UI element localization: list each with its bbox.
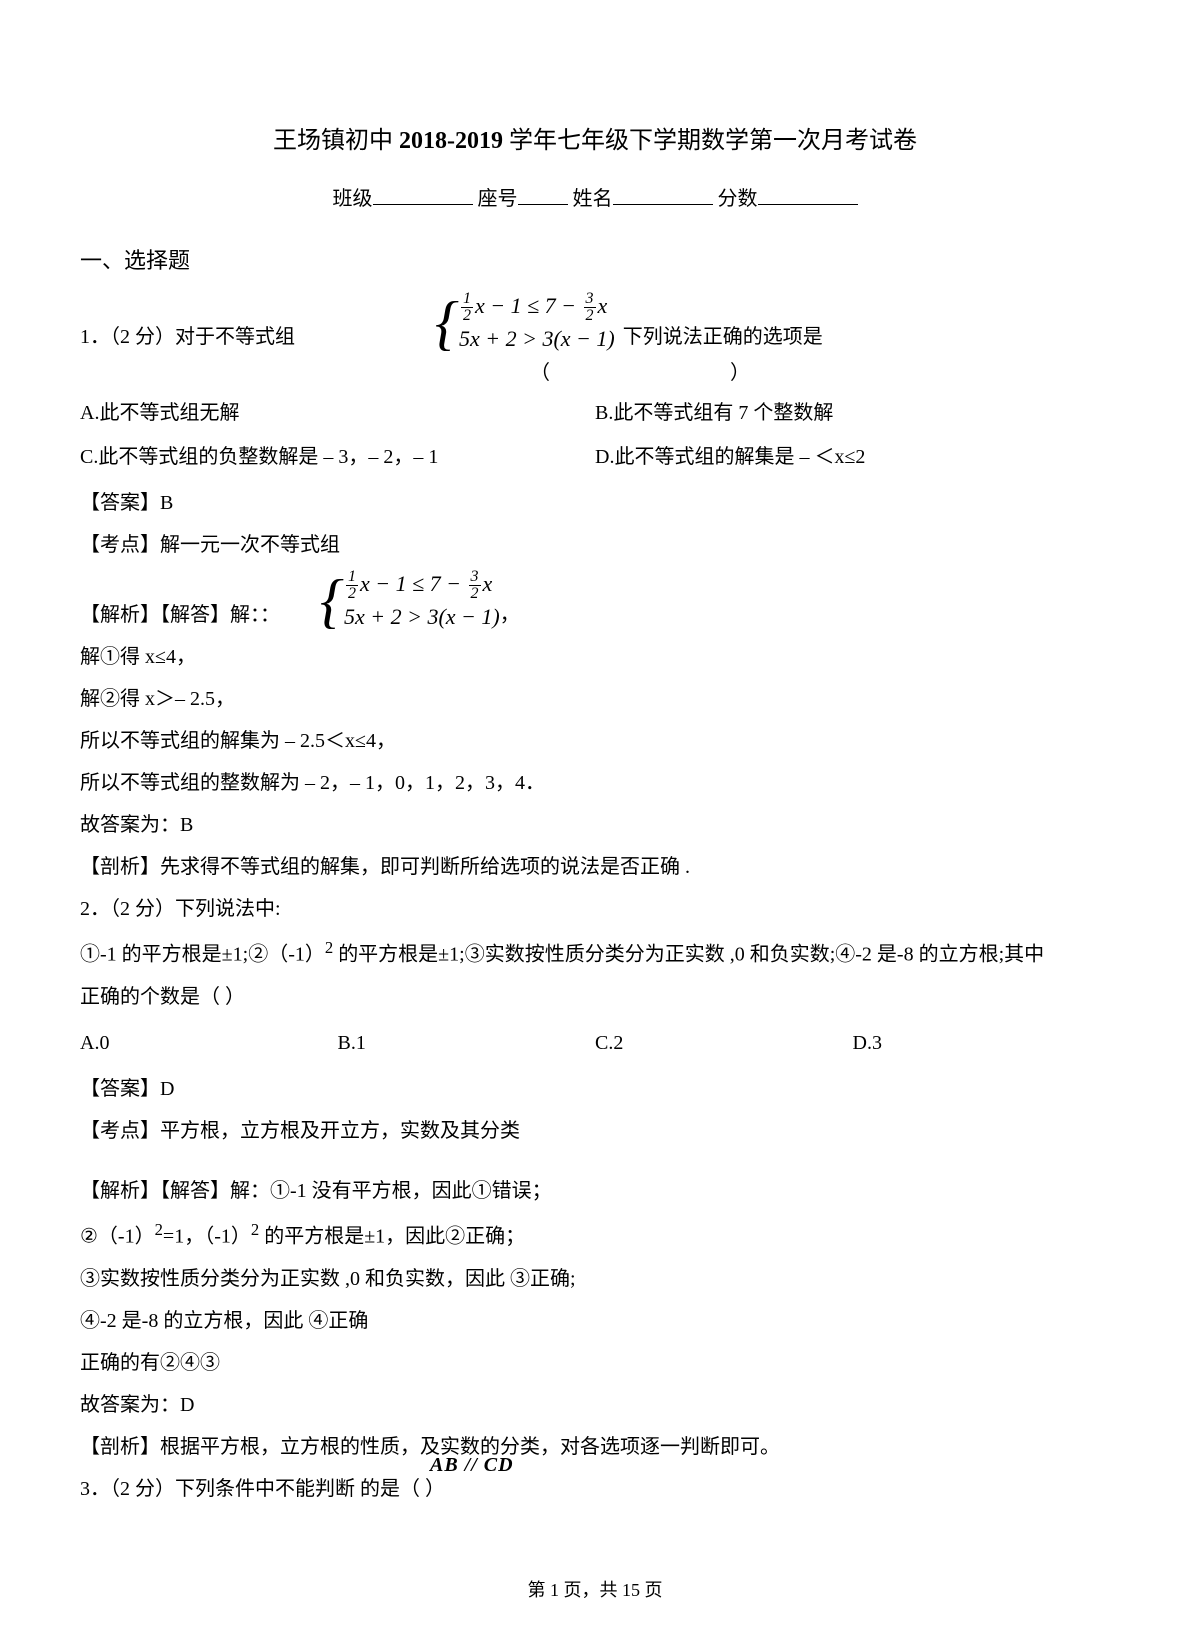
q1-options: A.此不等式组无解 B.此不等式组有 7 个整数解 C.此不等式组的负整数解是 … bbox=[80, 391, 1110, 479]
q2-line2b: 的平方根是±1;③实数按性质分类分为正实数 ,0 和负实数;④-2 是-8 的立… bbox=[333, 944, 1044, 966]
name-label: 姓名 bbox=[573, 188, 613, 210]
q2-jiexi: 【解析】【解答】解：①-1 没有平方根，因此①错误； bbox=[80, 1173, 1110, 1209]
student-info-line: 班级 座号 姓名 分数 bbox=[80, 181, 1110, 217]
q1-step4: 所以不等式组的整数解为 – 2，– 1，0，1，2，3，4． bbox=[80, 765, 1110, 801]
score-blank[interactable] bbox=[758, 183, 858, 205]
q1-opt-a: A.此不等式组无解 bbox=[80, 395, 595, 431]
seat-blank[interactable] bbox=[518, 183, 568, 205]
left-brace-icon: { bbox=[320, 571, 344, 631]
rparen: ） bbox=[730, 355, 750, 391]
lparen: （ bbox=[530, 355, 550, 391]
q1-stem-row: 1．（2 分）对于不等式组 { 12x − 1 ≤ 7 − 32x 5x + 2… bbox=[80, 291, 1110, 355]
title-suffix: 学年七年级下学期数学第一次月考试卷 bbox=[503, 128, 917, 154]
q1-system: { 12x − 1 ≤ 7 − 32x 5x + 2 > 3(x − 1) bbox=[435, 291, 615, 355]
left-brace-icon: { bbox=[435, 293, 459, 353]
q1-jiexi-row: 【解析】【解答】解：： { 12x − 1 ≤ 7 − 32x 5x + 2 >… bbox=[80, 569, 1110, 633]
superscript-2: 2 bbox=[325, 938, 333, 957]
q2-s2: ②（-1）2=1，（-1）2 的平方根是±1，因此②正确； bbox=[80, 1215, 1110, 1255]
q3-stem: 3．（2 分）下列条件中不能判断 的是（ ） bbox=[80, 1471, 1110, 1507]
q2-opt-a: A.0 bbox=[80, 1025, 338, 1061]
class-blank[interactable] bbox=[373, 183, 473, 205]
q1-stem-right: 下列说法正确的选项是 bbox=[623, 319, 823, 355]
q1-parentheses: （ ） bbox=[290, 355, 1110, 391]
q1-pouxi: 【剖析】先求得不等式组的解集，即可判断所给选项的说法是否正确 . bbox=[80, 849, 1110, 885]
q2-s2b: =1，（-1） bbox=[163, 1226, 251, 1248]
seat-label: 座号 bbox=[478, 188, 518, 210]
superscript-2: 2 bbox=[251, 1220, 259, 1239]
q1-step3: 所以不等式组的解集为 – 2.5＜x≤4， bbox=[80, 723, 1110, 759]
q2-answer: 【答案】D bbox=[80, 1071, 1110, 1107]
q1-jiexi-label: 【解析】【解答】解：： bbox=[80, 597, 280, 633]
class-label: 班级 bbox=[333, 188, 373, 210]
exam-title: 王场镇初中 2018-2019 学年七年级下学期数学第一次月考试卷 bbox=[80, 120, 1110, 163]
q1-sys-line2: 5x + 2 > 3(x − 1) bbox=[459, 324, 615, 355]
page-footer: 第 1 页，共 15 页 bbox=[0, 1574, 1190, 1606]
title-year: 2018-2019 bbox=[399, 128, 503, 154]
q2-line2: ①-1 的平方根是±1;②（-1）2 的平方根是±1;③实数按性质分类分为正实数… bbox=[80, 933, 1110, 973]
q1-answer: 【答案】B bbox=[80, 485, 1110, 521]
q1-sys2-line2: 5x + 2 > 3(x − 1) bbox=[344, 602, 500, 633]
q2-s3: ③实数按性质分类分为正实数 ,0 和负实数，因此 ③正确; bbox=[80, 1261, 1110, 1297]
q1-kaodian: 【考点】解一元一次不等式组 bbox=[80, 527, 1110, 563]
title-prefix: 王场镇初中 bbox=[273, 128, 399, 154]
q1-opt-d: D.此不等式组的解集是 – ＜x≤2 bbox=[595, 439, 1110, 475]
section-1-heading: 一、选择题 bbox=[80, 241, 1110, 281]
q2-stem: 2．（2 分）下列说法中: bbox=[80, 891, 1110, 927]
q2-s4: ④-2 是-8 的立方根，因此 ④正确 bbox=[80, 1303, 1110, 1339]
score-label: 分数 bbox=[718, 188, 758, 210]
q2-line3: 正确的个数是（ ） bbox=[80, 979, 1110, 1015]
superscript-2: 2 bbox=[155, 1220, 163, 1239]
name-blank[interactable] bbox=[613, 183, 713, 205]
q1-step2: 解②得 x＞– 2.5， bbox=[80, 681, 1110, 717]
q2-opt-b: B.1 bbox=[338, 1025, 596, 1061]
q2-s5: 正确的有②④③ bbox=[80, 1345, 1110, 1381]
q1-opt-c: C.此不等式组的负整数解是 – 3，– 2，– 1 bbox=[80, 439, 595, 475]
q1-stem-left: 1．（2 分）对于不等式组 bbox=[80, 319, 295, 355]
q2-pouxi: 【剖析】根据平方根，立方根的性质，及实数的分类，对各选项逐一判断即可。 AB /… bbox=[80, 1429, 1110, 1465]
q1-jiexi-system: { 12x − 1 ≤ 7 − 32x 5x + 2 > 3(x − 1) bbox=[320, 569, 500, 633]
comma: ， bbox=[500, 597, 520, 633]
q1-opt-b: B.此不等式组有 7 个整数解 bbox=[595, 395, 1110, 431]
q1-sys2-line1: 12x − 1 ≤ 7 − 32x bbox=[344, 569, 500, 602]
q2-s6: 故答案为：D bbox=[80, 1387, 1110, 1423]
q1-step5: 故答案为：B bbox=[80, 807, 1110, 843]
q2-options: A.0 B.1 C.2 D.3 bbox=[80, 1021, 1110, 1065]
q2-line2a: ①-1 的平方根是±1;②（-1） bbox=[80, 944, 325, 966]
spacer bbox=[80, 1155, 1110, 1167]
q2-opt-d: D.3 bbox=[853, 1025, 1111, 1061]
ab-parallel-cd: AB // CD bbox=[430, 1447, 514, 1483]
q2-kaodian: 【考点】平方根，立方根及开立方，实数及其分类 bbox=[80, 1113, 1110, 1149]
q2-opt-c: C.2 bbox=[595, 1025, 853, 1061]
q1-step1: 解①得 x≤4， bbox=[80, 639, 1110, 675]
q1-sys-line1: 12x − 1 ≤ 7 − 32x bbox=[459, 291, 615, 324]
q2-s2c: 的平方根是±1，因此②正确； bbox=[259, 1226, 525, 1248]
q2-s2a: ②（-1） bbox=[80, 1226, 155, 1248]
